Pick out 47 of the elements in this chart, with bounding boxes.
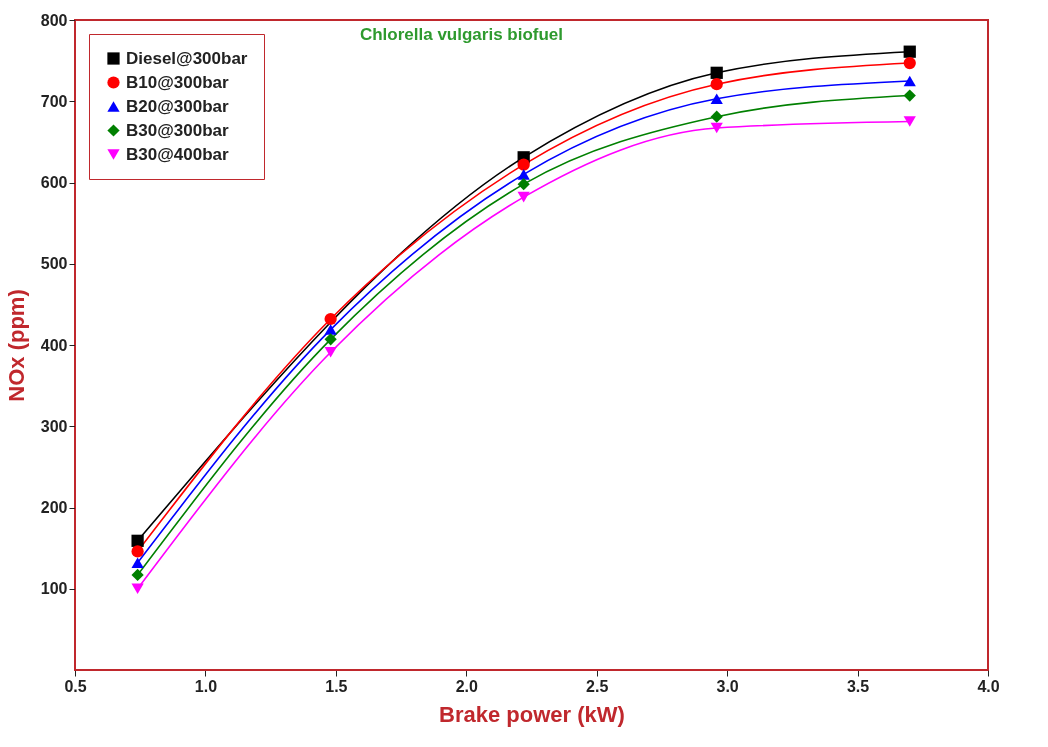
point [131, 534, 144, 547]
legend-label: B10@300bar [126, 72, 229, 92]
chart-title: Chlorella vulgaris biofuel [359, 25, 564, 44]
y-tick-label: 700 [40, 92, 68, 110]
y-tick-label: 200 [40, 499, 68, 516]
x-tick-label: 1.0 [194, 677, 218, 695]
point [903, 56, 916, 70]
point [903, 45, 916, 58]
point [131, 557, 144, 569]
x-tick-label: 3.5 [846, 677, 870, 695]
point [131, 583, 144, 595]
point [517, 158, 530, 171]
point [324, 324, 337, 335]
point [131, 568, 144, 582]
point [131, 545, 144, 558]
point [324, 312, 337, 326]
x-tick-label: 4.0 [977, 677, 1000, 695]
x-tick-label: 2.5 [586, 677, 609, 695]
y-tick-label: 600 [40, 174, 68, 191]
x-axis-title: Brake power (kW) [439, 701, 625, 727]
y-tick-label: 500 [40, 255, 68, 273]
point [903, 116, 916, 127]
point [710, 93, 723, 105]
point [903, 89, 916, 102]
point [710, 122, 723, 134]
point [517, 191, 530, 203]
point [324, 347, 337, 358]
y-tick-label: 800 [40, 11, 68, 29]
y-tick-label: 100 [40, 580, 68, 598]
point [710, 66, 723, 79]
x-tick-label: 0.5 [64, 677, 87, 695]
x-tick-label: 1.5 [325, 677, 348, 695]
point [517, 169, 530, 180]
y-tick-label: 300 [40, 417, 68, 435]
point [324, 333, 337, 346]
point [517, 178, 530, 191]
x-tick-label: 2.0 [455, 677, 478, 695]
point [710, 110, 723, 123]
x-tick-label: 3.0 [716, 677, 739, 695]
legend-label: B30@400bar [126, 144, 229, 164]
legend-label: B20@300bar [126, 96, 229, 116]
y-axis-title: NOx (ppm) [3, 289, 29, 402]
legend-label: Diesel@300bar [126, 48, 248, 68]
point [710, 78, 723, 91]
legend-label: B30@300bar [126, 120, 229, 140]
y-tick-label: 400 [40, 336, 68, 354]
point [903, 75, 916, 87]
